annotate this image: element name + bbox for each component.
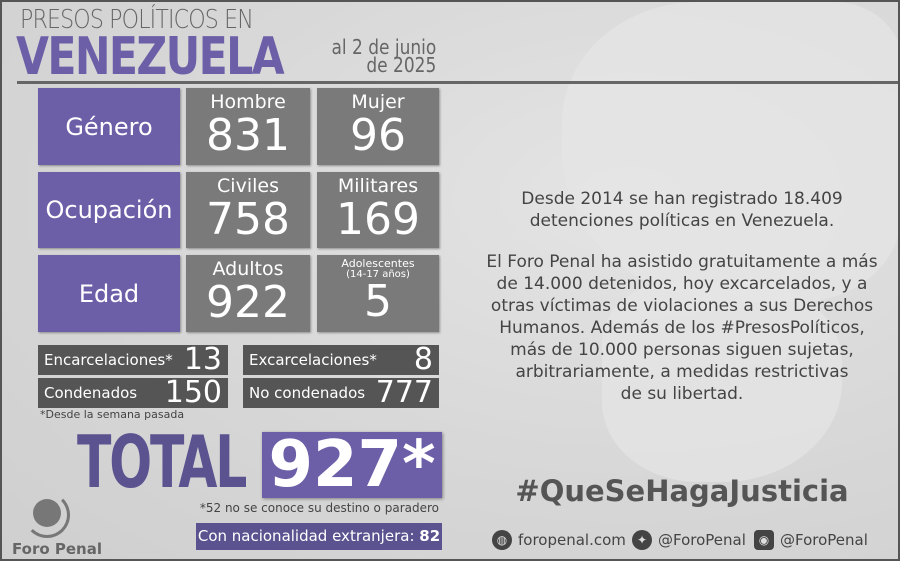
hashtag: #QueSeHagaJusticia [515,474,849,508]
stat-value: 831 [206,110,290,161]
stat-militares: Militares 169 [317,172,439,248]
map-background-south [602,282,842,482]
stat-encarcelaciones: Encarcelaciones* 13 [38,345,228,375]
twitter-handle: @ForoPenal [658,531,746,549]
stat-value: 8 [413,342,433,377]
stat-label: Hombre [210,91,286,113]
stat-value: 758 [206,194,290,245]
stat-label: Encarcelaciones* [44,351,173,369]
website-link[interactable]: ◍ foropenal.com [492,530,626,550]
total-note: *52 no se conoce su destino o paradero [199,501,439,515]
stat-condenados: Condenados 150 [38,378,228,408]
stat-mujer: Mujer 96 [317,88,439,165]
nationality-label: Con nacionalidad extranjera: [197,527,415,545]
stat-label: Militares [337,175,419,197]
instagram-handle: @ForoPenal [780,531,868,549]
stat-value: 169 [336,194,420,245]
stat-value: 777 [375,375,433,410]
stat-label: Civiles [217,175,279,197]
website-text: foropenal.com [518,531,626,549]
stat-excarcelaciones: Excarcelaciones* 8 [243,345,439,375]
stat-civiles: Civiles 758 [186,172,310,248]
total-value: 927* [262,432,442,498]
twitter-link[interactable]: ✦ @ForoPenal [632,530,746,550]
date-line1: al 2 de junio [331,35,436,59]
stat-value: 96 [350,110,406,161]
date-line2: de 2025 [366,53,436,77]
stat-value: 922 [206,277,290,328]
info-line: Desde 2014 se han registrado 18.409 [521,189,843,209]
header-divider [17,81,898,84]
stat-label: Condenados [44,384,138,402]
stat-label: Mujer [351,91,405,113]
stat-adolescentes: Adolescentes (14-17 años) 5 [317,255,439,332]
info-line: Humanos. Además de los #PresosPolíticos, [499,318,865,338]
info-line: otras víctimas de violaciones a sus Dere… [490,296,874,316]
stat-value: 13 [183,342,222,377]
title-line2: VENEZUELA [16,27,285,87]
info-line: de 14.000 detenidos, hoy excarcelados, y… [496,274,868,294]
footnote: *Desde la semana pasada [40,408,185,421]
stat-label: Adultos [212,258,284,280]
stat-value: 5 [364,276,392,327]
date: al 2 de junio de 2025 [331,35,436,77]
info-paragraph-2: El Foro Penal ha asistido gratuitamente … [462,251,898,405]
total-label: TOTAL [77,420,247,504]
info-line: de su libertad. [620,384,744,404]
map-background [562,2,898,302]
category-genero: Género [38,88,180,165]
globe-icon: ◍ [492,530,512,550]
instagram-icon: ◉ [754,530,774,550]
category-edad: Edad [38,255,180,332]
stat-sublabel: (14-17 años) [346,269,410,280]
instagram-link[interactable]: ◉ @ForoPenal [754,530,868,550]
nationality-value: 82 [419,527,441,545]
stat-label: No condenados [249,384,366,402]
stat-hombre: Hombre 831 [186,88,310,165]
twitter-icon: ✦ [632,530,652,550]
info-line: más de 10.000 personas siguen sujetas, [510,340,854,360]
stat-adultos: Adultos 922 [186,255,310,332]
category-ocupacion: Ocupación [38,172,180,248]
info-line: detenciones políticas en Venezuela. [529,211,835,231]
info-line: arbitrariamente, a medidas restrictivas [515,362,849,382]
nationality-badge: Con nacionalidad extranjera: 82 [196,523,442,550]
info-line: El Foro Penal ha asistido gratuitamente … [486,252,878,272]
info-paragraph-1: Desde 2014 se han registrado 18.409 deten… [462,188,898,232]
title-line1: PRESOS POLÍTICOS EN [20,5,254,35]
stat-no-condenados: No condenados 777 [243,378,439,408]
stat-label: Adolescentes [341,257,415,270]
stat-value: 150 [164,375,222,410]
foro-penal-logo-icon [24,492,70,538]
logo-text: Foro Penal [12,540,102,558]
stat-label: Excarcelaciones* [249,351,377,369]
